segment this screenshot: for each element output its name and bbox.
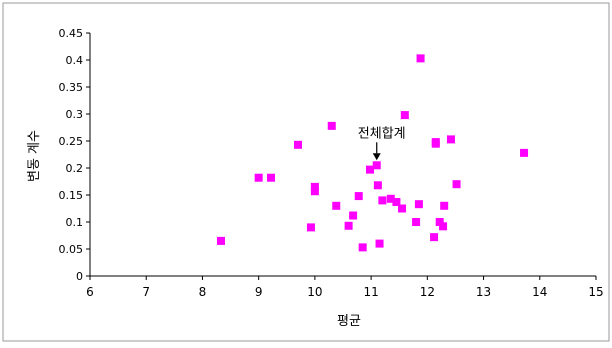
data-point [332, 201, 341, 210]
annotation-label: 전체합계 [358, 126, 406, 141]
data-point [344, 221, 353, 230]
data-point [520, 148, 529, 157]
data-point [386, 194, 395, 203]
x-tick-label: 6 [86, 285, 94, 299]
x-tick-label: 15 [588, 285, 603, 299]
data-point [349, 211, 358, 220]
x-tick-label: 7 [142, 285, 150, 299]
annotation: 전체합계 [358, 126, 406, 161]
y-tick-label: 0 [76, 270, 83, 283]
data-point [392, 198, 401, 207]
data-point [430, 233, 439, 242]
data-point [373, 181, 382, 190]
y-tick-label: 0.2 [66, 162, 84, 175]
x-tick-label: 11 [363, 285, 378, 299]
data-point [435, 218, 444, 226]
data-point [378, 196, 387, 205]
data-points [216, 54, 529, 252]
data-point [354, 192, 363, 201]
chart-border [2, 2, 610, 342]
x-axis-label: 평균 [337, 314, 361, 329]
data-point [310, 187, 319, 196]
data-point [431, 139, 440, 148]
data-point [306, 223, 315, 232]
data-point [294, 140, 303, 149]
data-point [400, 111, 409, 120]
axes: 6 7 8 9 10 11 12 13 14 15 0 0.05 0.1 0.15 0.2 0.25 0.3 0.… [59, 27, 604, 299]
y-tick-label: 0.05 [59, 243, 84, 256]
y-tick-label: 0.45 [59, 27, 84, 40]
x-tick-label: 10 [307, 285, 322, 299]
y-tick-label: 0.4 [66, 54, 84, 67]
data-point [310, 182, 319, 191]
data-point [358, 243, 367, 252]
data-point [267, 173, 276, 182]
x-tick-label: 13 [476, 285, 491, 299]
data-point [446, 135, 455, 144]
data-point [414, 200, 423, 209]
y-tick-label: 0.35 [59, 81, 84, 94]
x-tick-label: 9 [255, 285, 263, 299]
y-tick-label: 0.1 [66, 216, 84, 229]
data-point [254, 173, 263, 182]
x-tick-label: 12 [420, 285, 435, 299]
y-tick-label: 0.3 [66, 108, 84, 121]
data-point [365, 165, 374, 174]
data-point [398, 204, 407, 213]
data-point [452, 180, 461, 189]
annotation-arrow-icon [372, 153, 381, 161]
data-point [439, 222, 448, 231]
data-point [375, 239, 384, 248]
data-point [440, 201, 449, 210]
data-point [216, 236, 225, 245]
data-point [327, 121, 336, 130]
y-tick-label: 0.25 [59, 135, 84, 148]
data-point [412, 218, 421, 226]
data-point [416, 54, 425, 63]
y-tick-label: 0.15 [59, 189, 84, 202]
y-axis-label: 변동 계수 [27, 130, 42, 182]
x-tick-label: 14 [532, 285, 547, 299]
data-point [372, 161, 381, 170]
x-tick-label: 8 [199, 285, 207, 299]
